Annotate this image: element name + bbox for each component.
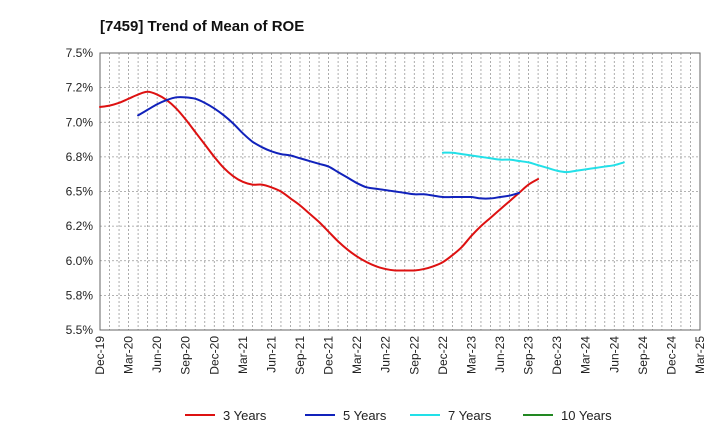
y-tick-label: 7.5% (66, 46, 94, 60)
x-tick-label: Mar-23 (464, 336, 478, 374)
plot-area-border (99, 52, 701, 331)
y-tick-label: 5.8% (66, 288, 94, 302)
legend-label-5-years: 5 Years (343, 408, 387, 423)
y-tick-label: 6.0% (66, 254, 94, 268)
legend: 3 Years 5 Years 7 Years 10 Years (185, 408, 612, 423)
series-line-3-years (99, 90, 540, 272)
x-tick-label: Dec-21 (322, 336, 336, 375)
y-tick-label: 6.2% (66, 219, 94, 233)
x-tick-label: Dec-20 (207, 336, 221, 375)
chart-title: [7459] Trend of Mean of ROE (100, 18, 304, 35)
x-tick-label: Sep-21 (293, 336, 307, 375)
series-lines (99, 90, 625, 272)
x-tick-label: Dec-19 (93, 336, 107, 375)
axes: 5.5% 5.8% 6.0% 6.2% 6.5% 6.8% 7.0% 7.2% 7.5% Dec-… (66, 46, 707, 375)
legend-label-7-years: 7 Years (448, 408, 492, 423)
x-tick-label: Dec-22 (436, 336, 450, 375)
series-line-5-years (137, 96, 521, 200)
y-tick-label: 6.5% (66, 185, 94, 199)
y-tick-label: 7.0% (66, 115, 94, 129)
x-tick-label: Mar-24 (579, 336, 593, 374)
legend-label-3-years: 3 Years (223, 408, 267, 423)
x-tick-label: Mar-21 (236, 336, 250, 374)
x-tick-label: Mar-20 (122, 336, 136, 374)
x-tick-label: Jun-23 (493, 336, 507, 373)
x-tick-label: Sep-22 (407, 336, 421, 375)
x-tick-label: Mar-22 (350, 336, 364, 374)
x-tick-label: Dec-23 (550, 336, 564, 375)
series-line-7-years (441, 151, 625, 174)
x-tick-label: Mar-25 (693, 336, 707, 374)
x-tick-label: Dec-24 (664, 336, 678, 375)
y-tick-label: 5.5% (66, 323, 94, 337)
x-tick-label: Sep-24 (636, 336, 650, 375)
y-tick-label: 6.8% (66, 150, 94, 164)
y-tick-label: 7.2% (66, 81, 94, 95)
grid (100, 53, 700, 330)
x-tick-label: Jun-24 (607, 336, 621, 373)
x-tick-label: Sep-20 (179, 336, 193, 375)
legend-label-10-years: 10 Years (561, 408, 612, 423)
x-tick-label: Jun-21 (264, 336, 278, 373)
x-tick-label: Sep-23 (522, 336, 536, 375)
x-tick-label: Jun-22 (379, 336, 393, 373)
x-tick-label: Jun-20 (150, 336, 164, 373)
